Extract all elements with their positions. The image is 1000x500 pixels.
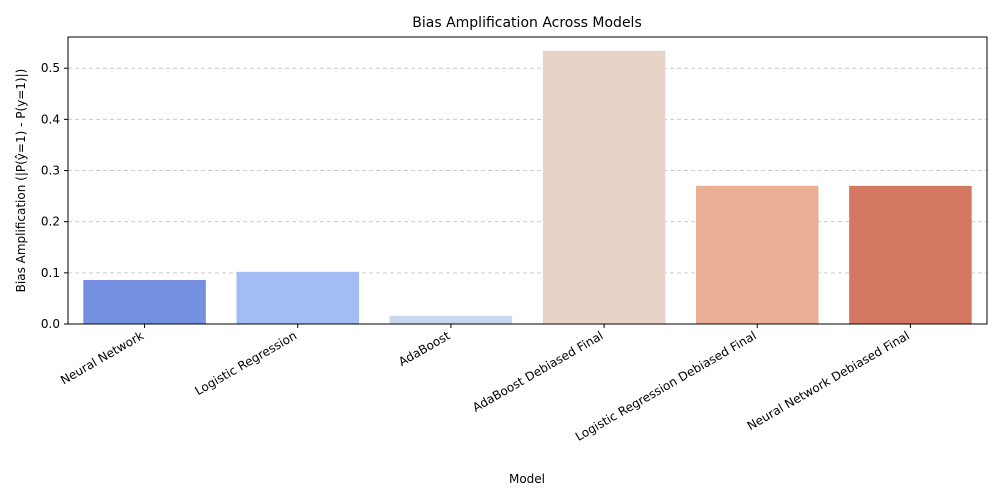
x-tick-label: AdaBoost Debiased Final <box>470 328 605 414</box>
y-tick-label: 0.4 <box>41 112 60 126</box>
bars <box>83 50 972 324</box>
y-tick-label: 0.5 <box>41 61 60 75</box>
bar <box>849 185 972 324</box>
chart-title: Bias Amplification Across Models <box>412 15 641 31</box>
x-tick-label: AdaBoost <box>396 328 452 369</box>
y-axis-label: Bias Amplification (|P(ŷ=1) - P(y=1)|) <box>14 69 28 293</box>
grid-lines <box>68 67 987 274</box>
y-tick-label: 0.1 <box>41 266 60 280</box>
plot-frame <box>67 36 988 325</box>
bar <box>389 315 513 324</box>
bar <box>695 185 819 324</box>
y-tick-label: 0.0 <box>41 317 60 331</box>
y-tick-label: 0.2 <box>41 215 60 229</box>
bar <box>542 50 666 324</box>
x-axis-label: Model <box>509 472 545 486</box>
y-tick-label: 0.3 <box>41 164 60 178</box>
x-tick-label: Neural Network <box>58 328 146 387</box>
x-tick-label: Logistic Regression Debiased Final <box>573 328 759 443</box>
bar <box>236 271 360 324</box>
y-axis-ticks: 0.0 0.1 0.2 0.3 0.4 0.5 <box>41 61 68 331</box>
x-tick-label: Logistic Regression <box>193 328 300 398</box>
bar <box>83 280 206 324</box>
x-tick-label: Neural Network Debiased Final <box>745 328 912 433</box>
x-axis-ticks: Neural Network Logistic Regression AdaBoos… <box>58 324 912 444</box>
